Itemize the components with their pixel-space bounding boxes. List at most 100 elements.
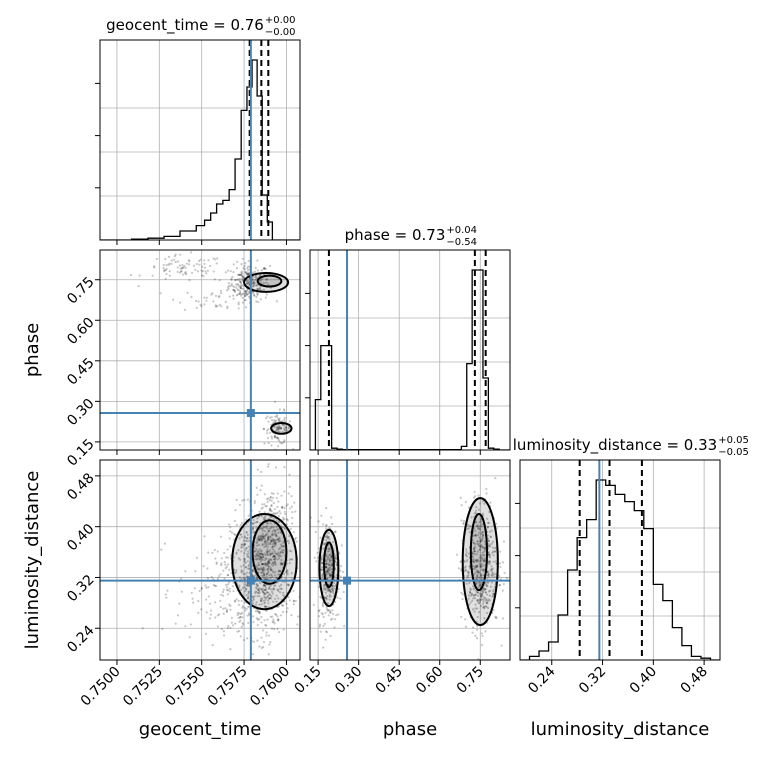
sample-point (290, 505, 293, 508)
sample-point (472, 547, 476, 550)
sample-point (184, 266, 187, 270)
sample-point (254, 279, 257, 282)
x-tick-label: 0.40 (627, 664, 660, 697)
sample-point (330, 555, 333, 558)
sample-point (476, 558, 479, 561)
sample-point (283, 440, 286, 443)
sample-point (327, 608, 330, 612)
sample-point (483, 546, 486, 550)
sample-point (478, 525, 482, 528)
sample-point (252, 285, 255, 288)
sample-point (337, 613, 340, 616)
sample-point (258, 548, 261, 551)
sample-point (328, 563, 331, 566)
sample-point (278, 520, 281, 524)
sample-point (277, 520, 280, 523)
sample-point (281, 505, 284, 508)
sample-point (233, 289, 236, 292)
sample-point (197, 300, 200, 303)
sample-point (481, 545, 485, 549)
sample-point (190, 271, 194, 274)
sample-point (260, 588, 263, 591)
sample-point (217, 295, 220, 299)
sample-point (245, 587, 248, 590)
sample-point (274, 613, 277, 616)
sample-point (267, 529, 270, 533)
sample-point (265, 525, 269, 528)
sample-point (230, 277, 233, 281)
sample-point (277, 619, 280, 622)
sample-point (256, 584, 260, 587)
sample-point (479, 565, 482, 568)
sample-point (325, 573, 328, 576)
sample-point (252, 569, 255, 572)
sample-point (472, 594, 475, 597)
sample-point (482, 588, 485, 592)
sample-point (198, 259, 201, 263)
sample-point (247, 281, 250, 285)
sample-point (258, 288, 261, 291)
sample-point (316, 556, 320, 559)
sample-point (483, 540, 487, 543)
sample-point (243, 542, 247, 546)
sample-point (273, 543, 276, 546)
sample-point (229, 545, 232, 548)
sample-point (327, 567, 330, 570)
sample-point (330, 559, 333, 562)
sample-point (241, 570, 244, 573)
sample-point (275, 512, 278, 515)
sample-point (494, 560, 498, 563)
sample-point (188, 260, 191, 263)
sample-point (283, 409, 286, 412)
sample-point (284, 512, 287, 516)
sample-point (326, 570, 329, 573)
sample-point (255, 564, 258, 567)
sample-point (480, 582, 483, 585)
sample-point (197, 611, 200, 615)
sample-point (457, 567, 460, 570)
sample-point (270, 504, 273, 508)
sample-point (240, 271, 243, 274)
sample-point (284, 429, 287, 432)
sample-point (246, 281, 249, 284)
sample-point (489, 585, 492, 588)
sample-point (265, 498, 269, 501)
sample-point (324, 535, 328, 539)
sample-point (487, 521, 490, 524)
sample-point (337, 587, 340, 590)
sample-point (269, 615, 272, 618)
sample-point (270, 418, 274, 422)
sample-point (476, 559, 479, 562)
sample-point (261, 553, 264, 556)
sample-point (247, 291, 251, 295)
sample-point (279, 570, 282, 573)
sample-point (270, 416, 273, 419)
sample-point (469, 587, 472, 590)
sample-point (230, 531, 234, 534)
sample-point (483, 596, 486, 599)
sample-point (262, 427, 266, 430)
sample-point (286, 573, 289, 576)
sample-point (284, 570, 288, 574)
sample-point (279, 531, 283, 534)
sample-point (248, 283, 251, 286)
sample-point (188, 279, 191, 282)
sample-point (260, 279, 263, 282)
sample-point (291, 558, 294, 561)
sample-point (492, 554, 495, 557)
sample-point (277, 570, 280, 573)
sample-point (332, 591, 335, 595)
truth-marker (343, 576, 352, 585)
sample-point (489, 535, 493, 539)
sample-point (281, 506, 284, 510)
sample-point (255, 486, 258, 489)
sample-point (479, 595, 483, 598)
sample-point (220, 291, 223, 295)
sample-point (320, 574, 324, 577)
sample-point (247, 273, 250, 276)
sample-point (291, 511, 294, 514)
sample-point (267, 536, 270, 540)
sample-point (258, 618, 261, 621)
sample-point (498, 584, 501, 587)
sample-point (260, 567, 264, 570)
